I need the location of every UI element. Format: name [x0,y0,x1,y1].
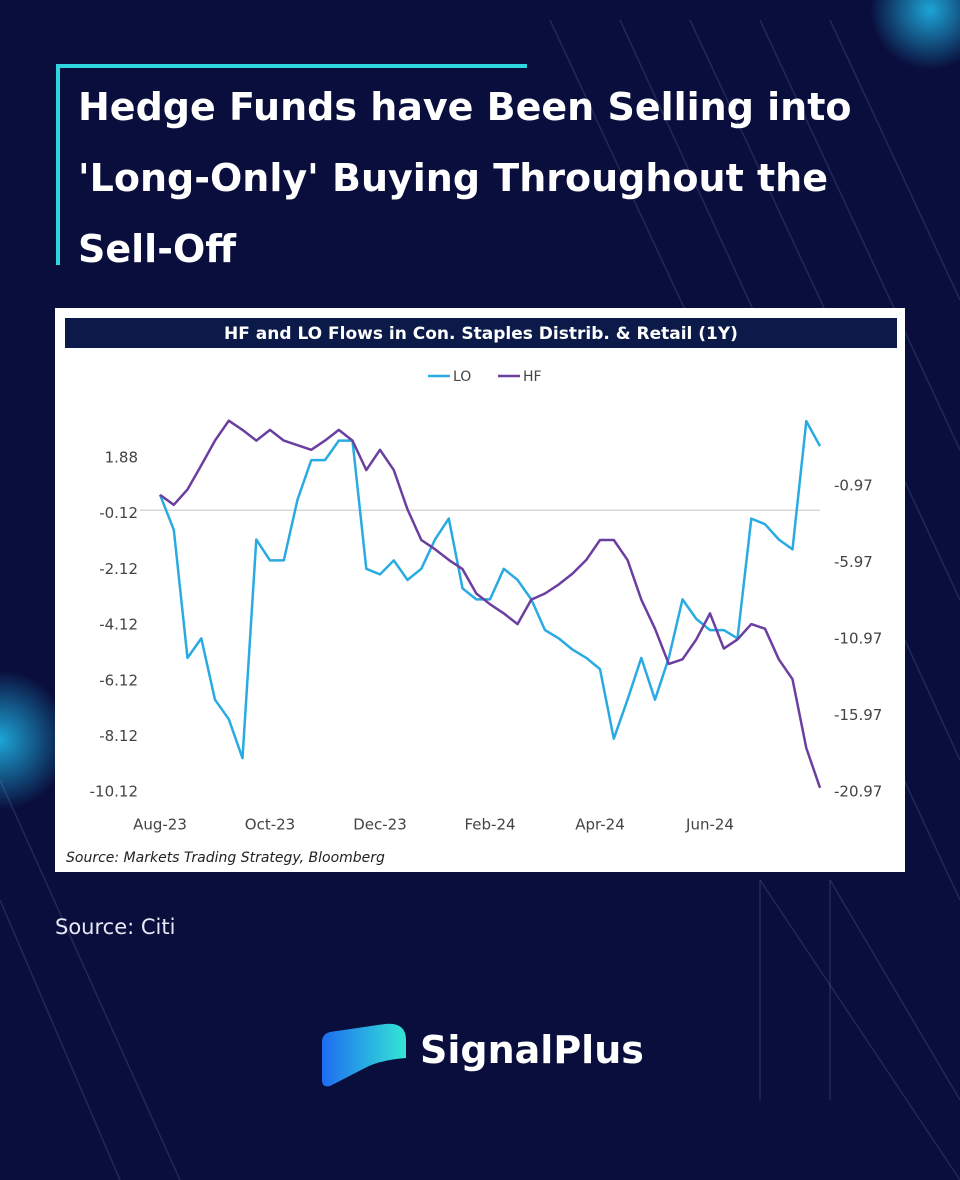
x-tick-label: Jun-24 [685,816,734,834]
title-bracket [56,64,527,265]
x-tick-label: Feb-24 [464,816,515,834]
brand-name: SignalPlus [420,1028,644,1072]
chart-title: HF and LO Flows in Con. Staples Distrib.… [224,324,738,344]
y2-tick-label: -15.97 [834,706,882,724]
series-line [159,419,822,789]
logo [322,1023,406,1087]
y2-tick-label: -10.97 [834,629,882,647]
y-tick-label: -10.12 [90,783,138,801]
y2-tick-label: -20.97 [834,782,882,800]
y-tick-label: -6.12 [99,671,138,689]
chart-panel [55,308,905,872]
y-tick-label: -8.12 [99,727,138,745]
x-tick-label: Apr-24 [575,816,625,834]
chart-title-bar [65,318,897,348]
glow [870,0,960,70]
y-tick-label: 1.88 [105,448,138,466]
series-line [158,419,822,760]
y2-tick-label: -0.97 [834,477,873,495]
page-source: Source: Citi [55,915,176,939]
x-tick-label: Oct-23 [245,816,295,834]
y-tick-label: -4.12 [99,616,138,634]
x-tick-label: Aug-23 [133,816,187,834]
glow [0,670,70,810]
y-tick-label: -2.12 [99,560,138,578]
chart-source: Source: Markets Trading Strategy, Bloomb… [66,850,385,866]
legend-label: HF [523,369,542,385]
x-tick-label: Dec-23 [353,816,407,834]
page-title: Hedge Funds have Been Selling into 'Long… [78,85,852,271]
y2-tick-label: -5.97 [834,553,873,571]
legend-label: LO [453,369,471,385]
y-tick-label: -0.12 [99,504,138,522]
